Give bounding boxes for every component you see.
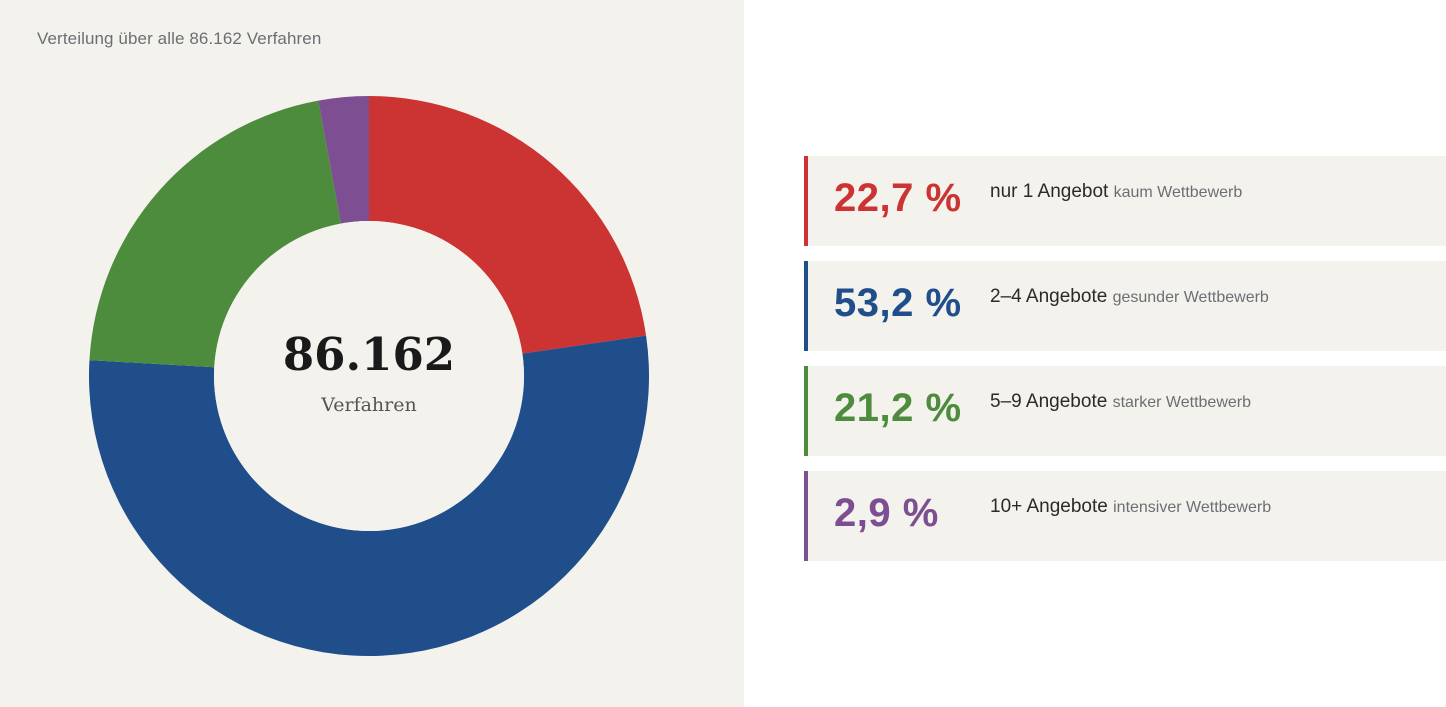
legend-label-main: nur 1 Angebot — [990, 181, 1109, 202]
legend-label-sub: starker Wettbewerb — [1112, 394, 1251, 411]
legend-card: 22,7 % nur 1 Angebot kaum Wettbewerb — [804, 156, 1446, 246]
legend-percentage: 53,2 % — [834, 281, 962, 325]
legend-card: 53,2 % 2–4 Angebote gesunder Wettbewerb — [804, 261, 1446, 351]
legend-label-main: 10+ Angebote — [990, 496, 1108, 517]
chart-caption: Verteilung über alle 86.162 Verfahren — [37, 29, 322, 48]
legend-label: 10+ Angebote intensiver Wettbewerb — [990, 496, 1271, 518]
legend-card: 21,2 % 5–9 Angebote starker Wettbewerb — [804, 366, 1446, 456]
donut-slice — [369, 96, 647, 354]
legend-label: nur 1 Angebot kaum Wettbewerb — [990, 181, 1242, 203]
legend-percentage: 22,7 % — [834, 176, 962, 220]
donut-hole — [214, 221, 524, 531]
legend-label: 5–9 Angebote starker Wettbewerb — [990, 391, 1251, 413]
donut-slice — [89, 335, 650, 657]
legend-label: 2–4 Angebote gesunder Wettbewerb — [990, 286, 1269, 308]
center-total-label: Verfahren — [320, 394, 416, 416]
center-total-value: 86.162 — [283, 328, 455, 381]
legend-card: 2,9 % 10+ Angebote intensiver Wettbewerb — [804, 471, 1446, 561]
legend-label-sub: gesunder Wettbewerb — [1112, 289, 1269, 306]
legend: 22,7 % nur 1 Angebot kaum Wettbewerb 53,… — [804, 156, 1446, 576]
legend-label-main: 5–9 Angebote — [990, 391, 1108, 412]
legend-label-main: 2–4 Angebote — [990, 286, 1108, 307]
donut-slices — [89, 96, 650, 657]
legend-percentage: 21,2 % — [834, 386, 962, 430]
legend-percentage: 2,9 % — [834, 491, 939, 535]
legend-label-sub: intensiver Wettbewerb — [1113, 499, 1272, 516]
donut-slice — [89, 100, 341, 368]
donut-slice — [318, 96, 369, 224]
chart-panel: Verteilung über alle 86.162 Verfahren 86… — [0, 0, 744, 707]
donut-chart: 86.162 Verfahren — [89, 96, 650, 657]
legend-label-sub: kaum Wettbewerb — [1113, 184, 1243, 201]
